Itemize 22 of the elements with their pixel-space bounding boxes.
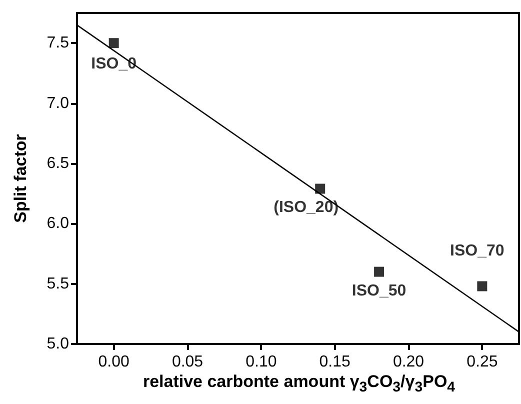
- x-tick-label: 0.05: [172, 354, 204, 370]
- x-tick-label: 0.00: [98, 354, 130, 370]
- y-tick-label: 7.5: [46, 34, 70, 52]
- x-tick-label: 0.25: [466, 354, 498, 370]
- y-tick-label: 6.0: [46, 215, 70, 232]
- y-tick-label: 6.5: [46, 154, 70, 172]
- x-tick-label: 0.20: [392, 354, 424, 370]
- y-axis-title: Split factor: [11, 134, 30, 223]
- point: [477, 281, 488, 292]
- x-tick-label: 0.10: [246, 354, 277, 370]
- annotation: ISO_70: [450, 242, 504, 260]
- x-tick-label: 0.15: [319, 354, 351, 370]
- x-axis-title: relative carbonte amount γ$_{3}$CO$_{3}$/γ$_{3}$PO$_{4}$: [142, 372, 456, 396]
- annotation: ISO_50: [352, 282, 406, 300]
- y-tick-label: 5.0: [46, 336, 70, 352]
- point: [315, 184, 326, 194]
- y-tick-label: 5.5: [46, 275, 70, 292]
- point: [108, 38, 119, 48]
- annotation: (ISO_20): [274, 199, 339, 216]
- point: [374, 266, 384, 277]
- annotation: ISO_0: [91, 56, 137, 73]
- y-tick-label: 7.0: [46, 94, 70, 112]
